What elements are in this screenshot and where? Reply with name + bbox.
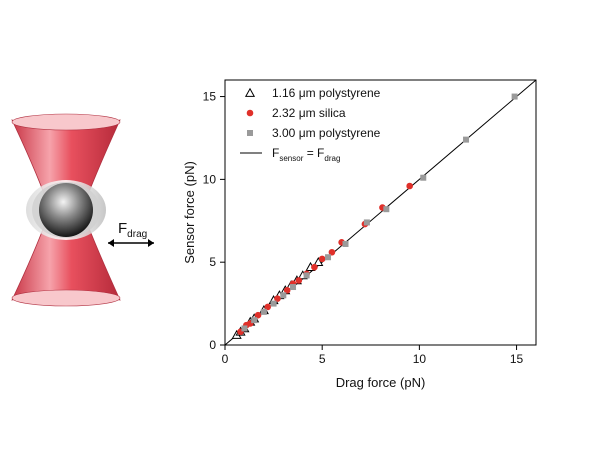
- x-axis-title: Drag force (pN): [336, 375, 426, 390]
- series-1-point-3: [254, 311, 262, 319]
- plot-frame: [224, 79, 537, 346]
- series-2-point-11: [420, 174, 427, 181]
- series-2-point-12: [463, 136, 470, 143]
- force-calibration-chart: 0 5 10 15 0 5 10 15 1.16 μm polystyrene 2.32 μm …: [182, 79, 537, 390]
- series-1-point-8: [295, 277, 303, 284]
- series-1-point-10: [311, 263, 318, 271]
- legend-label-2: 3.00 μm polystyrene: [272, 126, 381, 140]
- series-1-point-5: [274, 295, 281, 302]
- drag-force-label: Fdrag: [118, 220, 147, 240]
- series-2-point-9: [363, 219, 370, 226]
- series-0-point-13: [313, 256, 324, 267]
- series-2-point-2: [260, 308, 267, 315]
- legend-marker-1: [246, 109, 254, 117]
- y-tick-label-1: 5: [209, 255, 216, 269]
- chart-legend: 1.16 μm polystyrene 2.32 μm silica 3.00 μm…: [240, 86, 381, 163]
- series-2-point-5: [290, 284, 297, 291]
- plot-axes: 0 5 10 15 0 5 10 15: [203, 79, 537, 366]
- series-1-point-4: [264, 303, 272, 311]
- series-2-point-0: [241, 325, 248, 332]
- series-2-point-3: [270, 300, 277, 307]
- legend-marker-2: [247, 130, 253, 136]
- x-tick-label-1: 5: [319, 352, 326, 366]
- x-tick-label-2: 10: [413, 352, 427, 366]
- plot-marks: [224, 79, 537, 346]
- series-2-point-1: [251, 317, 258, 324]
- series-2-point-7: [325, 254, 332, 261]
- series-2-point-8: [342, 240, 349, 247]
- x-tick-label-0: 0: [222, 352, 229, 366]
- y-tick-label-3: 15: [203, 90, 217, 104]
- legend-reference-label: Fsensor = Fdrag: [272, 146, 340, 163]
- series-2-point-6: [303, 272, 310, 279]
- x-tick-label-3: 15: [510, 352, 524, 366]
- series-1-point-12: [328, 248, 336, 256]
- drag-arrow-icon: [108, 239, 154, 247]
- series-1-point-16: [406, 182, 413, 190]
- legend-label-1: 2.32 μm silica: [272, 106, 346, 120]
- y-tick-label-2: 10: [203, 172, 217, 186]
- y-tick-label-0: 0: [209, 338, 216, 352]
- optical-trap-illustration: Fdrag: [11, 113, 154, 307]
- series-2-point-4: [280, 292, 287, 299]
- series-1-point-6: [283, 287, 291, 294]
- legend-label-0: 1.16 μm polystyrene: [272, 86, 381, 100]
- trapped-bead: [39, 183, 93, 237]
- series-2-point-13: [511, 93, 518, 100]
- y-axis-title: Sensor force (pN): [182, 161, 197, 264]
- series-1-point-11: [318, 255, 326, 263]
- series-2-point-10: [383, 206, 390, 213]
- legend-marker-0: [244, 87, 256, 97]
